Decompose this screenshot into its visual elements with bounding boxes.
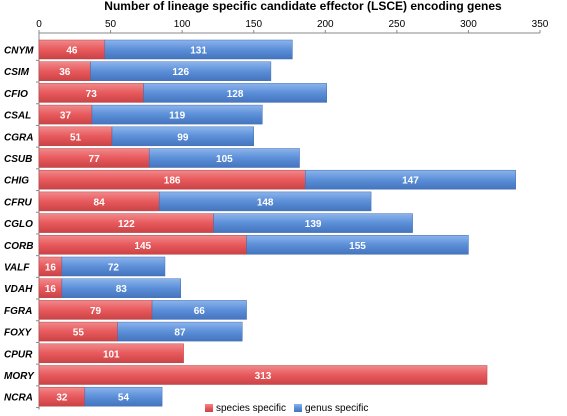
bar-value-label: 155 [349, 241, 366, 252]
bar-value-label: 66 [194, 306, 206, 317]
y-category-label: CSUB [4, 154, 32, 165]
bar-value-label: 16 [45, 284, 57, 295]
legend: species specific genus specific [205, 403, 368, 414]
bar-segment-genus [151, 300, 247, 320]
bar-segment-species [38, 343, 184, 364]
y-category-label: CHIG [4, 176, 29, 187]
bar-value-label: 186 [164, 176, 181, 187]
y-category-label: NCRA [4, 393, 33, 404]
bar-value-label: 105 [216, 154, 233, 165]
bar-value-label: 313 [255, 371, 272, 382]
bar-segment-genus [117, 321, 243, 342]
y-category-label: CPUR [4, 349, 33, 360]
legend-swatch-species [205, 404, 213, 412]
bar-segment-genus [91, 104, 263, 125]
bar-value-label: 147 [402, 176, 419, 187]
bar-value-label: 77 [89, 154, 101, 165]
bar-value-label: 87 [174, 328, 186, 339]
bar-value-label: 99 [177, 132, 189, 143]
bar-value-label: 55 [73, 328, 85, 339]
bar-value-label: 32 [56, 393, 68, 404]
bar-segment-genus [90, 61, 272, 81]
y-category-label: CFRU [4, 197, 33, 208]
y-category-label: FGRA [4, 306, 32, 317]
chart-title: Number of lineage specific candidate eff… [104, 0, 502, 13]
y-category-label: CGLO [4, 219, 33, 230]
y-category-label: CORB [4, 241, 33, 252]
bar-segment-genus [213, 213, 413, 233]
bar-segment-genus [246, 235, 469, 255]
y-category-label: CSAL [4, 111, 31, 122]
x-tick-label: 100 [174, 19, 191, 30]
bar-value-label: 122 [118, 219, 135, 230]
bar-value-label: 148 [257, 197, 274, 208]
bar-segment-genus [61, 278, 181, 298]
y-category-label: FOXY [4, 328, 33, 339]
x-tick-label: 250 [389, 19, 406, 30]
y-category-label: CGRA [4, 132, 33, 143]
legend-label-species: species specific [216, 403, 286, 414]
x-tick-label: 50 [105, 19, 117, 30]
y-category-label: VDAH [4, 284, 33, 295]
x-tick-label: 150 [245, 19, 262, 30]
bar-value-label: 54 [118, 393, 130, 404]
bar-value-label: 84 [94, 197, 106, 208]
x-tick-label: 350 [532, 19, 549, 30]
bar-value-label: 119 [169, 111, 186, 122]
y-category-label: CNYM [4, 46, 34, 57]
bar-segment-genus [111, 126, 254, 147]
bar-segment-genus [158, 191, 372, 212]
bar-value-label: 145 [134, 241, 151, 252]
bar-segment-genus [61, 256, 166, 277]
x-axis: 0 50 100 150 200 250 300 350 [36, 19, 549, 34]
bar-segment-genus [84, 386, 163, 407]
bar-value-label: 73 [86, 89, 98, 100]
bar-value-label: 72 [108, 263, 120, 274]
legend-swatch-genus [294, 404, 302, 412]
y-category-label: MORY [4, 371, 35, 382]
bar-value-label: 83 [116, 284, 128, 295]
bar-value-label: 126 [172, 67, 189, 78]
legend-label-genus: genus specific [305, 403, 368, 414]
bar-value-label: 36 [59, 67, 71, 78]
x-tick-label: 300 [460, 19, 477, 30]
bar-value-label: 128 [227, 89, 244, 100]
bar-value-label: 16 [45, 263, 57, 274]
bar-segment-genus [104, 39, 293, 60]
bar-segment-genus [304, 169, 516, 190]
bar-segment-species [38, 365, 488, 385]
bar-segment-genus [143, 83, 327, 103]
bar-segment-genus [148, 148, 300, 168]
bar-value-label: 101 [103, 349, 120, 360]
bar-value-label: 139 [305, 219, 322, 230]
bar-value-label: 37 [60, 111, 72, 122]
bars-group: 46 131 36 126 73 128 37 119 51 99 77 105 186 147 84 148… [38, 39, 516, 407]
x-tick-label: 0 [36, 19, 42, 30]
y-category-label: CSIM [4, 67, 30, 78]
bar-value-label: 51 [70, 132, 82, 143]
bar-value-label: 46 [66, 46, 78, 57]
y-category-label: VALF [4, 263, 30, 274]
y-axis: CNYM CSIM CFIO CSAL CGRA CSUB CHIG CFRU CGLO CORB… [4, 33, 40, 410]
bar-value-label: 131 [190, 46, 207, 57]
y-category-label: CFIO [4, 89, 28, 100]
bar-value-label: 79 [90, 306, 102, 317]
x-tick-label: 200 [317, 19, 334, 30]
